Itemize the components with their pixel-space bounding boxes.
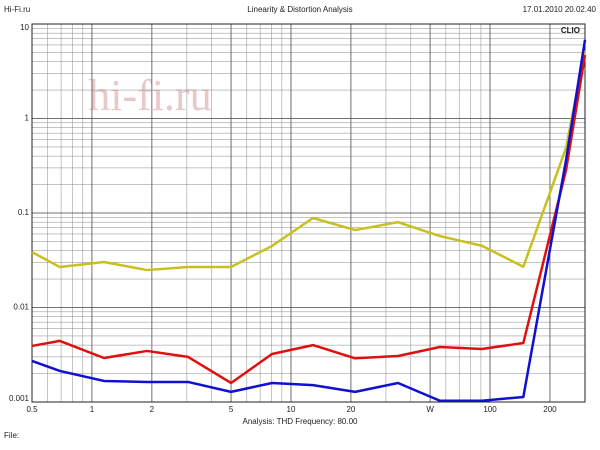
x-tick-label: 10: [287, 405, 296, 414]
x-tick-label: 200: [543, 405, 557, 414]
y-tick-label: 1: [25, 114, 30, 123]
timestamp: 17.01.2010 20.02.40: [523, 5, 597, 14]
x-tick-label: 0.5: [26, 405, 38, 414]
y-tick-label: 0.1: [18, 208, 30, 217]
x-tick-label: 20: [346, 405, 355, 414]
x-tick-label: 2: [150, 405, 155, 414]
watermark: hi-fi.ru: [88, 71, 211, 120]
site-name: Hi-Fi.ru: [4, 5, 30, 14]
chart-title: Linearity & Distortion Analysis: [247, 5, 352, 14]
file-label: File:: [4, 431, 19, 440]
series-line: [31, 49, 587, 272]
y-tick-label: 0.001: [9, 394, 30, 403]
brand-label: CLIO: [561, 26, 580, 35]
x-tick-label: 100: [483, 405, 497, 414]
x-tick-label: W: [426, 405, 434, 414]
plot-frame: [31, 23, 586, 403]
y-tick-label: 10: [20, 23, 29, 32]
series-line: [31, 39, 587, 403]
analysis-info: Analysis: THD Frequency: 80.00: [242, 417, 358, 426]
x-tick-label: 5: [229, 405, 234, 414]
series-line: [31, 54, 587, 385]
x-tick-label: 1: [90, 405, 95, 414]
y-tick-label: 0.01: [13, 303, 29, 312]
